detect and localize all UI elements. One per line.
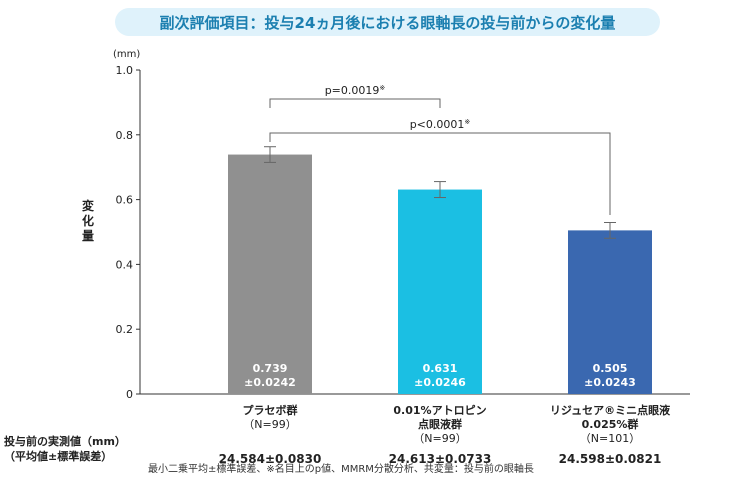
bar-value-label: 0.631: [423, 362, 458, 375]
footnote: 最小二乗平均±標準誤差、※名目上のp値、MMRM分散分析、共変量：投与前の眼軸長: [148, 464, 534, 475]
bar-error-label: ±0.0242: [244, 376, 296, 389]
category-name: リジュセア®ミニ点眼液: [549, 404, 671, 417]
category-label-ryjusea: リジュセア®ミニ点眼液 0.025%群 （N=101）: [535, 404, 685, 446]
category-name-line2: 0.025%群: [581, 418, 639, 431]
y-tick-label: 0: [126, 388, 133, 401]
y-tick-label: 0.8: [116, 129, 134, 142]
y-tick-label: 0.2: [116, 323, 134, 336]
baseline-value-ryjusea: 24.598±0.0821: [558, 452, 662, 466]
baseline-label: 投与前の実測値（mm）: [4, 435, 126, 448]
chart-title: 副次評価項目：投与24ヵ月後における眼軸長の投与前からの変化量: [115, 8, 660, 36]
bar: [568, 230, 652, 394]
category-n: （N=99）: [413, 432, 467, 445]
category-n: （N=99）: [243, 418, 297, 431]
y-unit-label: (mm): [113, 49, 140, 60]
bar-error-label: ±0.0246: [414, 376, 466, 389]
category-label-atropine: 0.01%アトロピン 点眼液群 （N=99）: [365, 404, 515, 446]
category-name: プラセボ群: [242, 404, 298, 417]
bar-error-label: ±0.0243: [584, 376, 636, 389]
comparison-bracket: [269, 98, 441, 108]
comparison-bracket: [269, 132, 611, 215]
bar-value-label: 0.505: [593, 362, 628, 375]
category-name-line2: 点眼液群: [418, 418, 462, 431]
comparison-label: p=0.0019※: [325, 84, 386, 97]
bar: [228, 154, 312, 394]
baseline-value-atropine: 24.613±0.0733: [388, 452, 492, 466]
baseline-value-placebo: 24.584±0.0830: [218, 452, 322, 466]
y-axis-label: 変化量: [82, 198, 95, 243]
category-name: 0.01%アトロピン: [393, 404, 487, 417]
category-label-placebo: プラセボ群 （N=99）: [195, 404, 345, 432]
bar-value-label: 0.739: [253, 362, 288, 375]
bar: [398, 189, 482, 394]
baseline-sublabel: （平均値±標準誤差）: [4, 450, 113, 463]
y-tick-label: 0.6: [116, 194, 134, 207]
y-tick-label: 0.4: [116, 258, 134, 271]
y-tick-label: 1.0: [116, 64, 134, 77]
category-n: （N=101）: [579, 432, 641, 445]
comparison-label: p<0.0001※: [410, 118, 471, 131]
